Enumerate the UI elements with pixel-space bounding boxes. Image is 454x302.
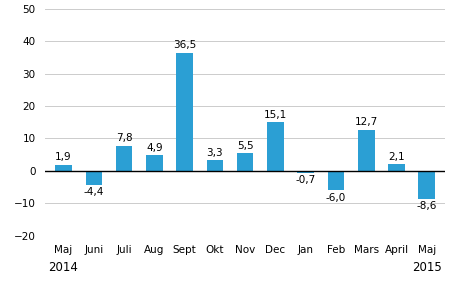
- Bar: [297, 171, 314, 173]
- Text: 7,8: 7,8: [116, 133, 133, 143]
- Bar: [328, 171, 344, 190]
- Bar: [55, 165, 72, 171]
- Bar: [85, 171, 102, 185]
- Text: -0,7: -0,7: [296, 175, 316, 185]
- Bar: [176, 53, 193, 171]
- Bar: [237, 153, 253, 171]
- Bar: [419, 171, 435, 199]
- Bar: [388, 164, 405, 171]
- Bar: [116, 146, 133, 171]
- Text: 36,5: 36,5: [173, 40, 196, 50]
- Bar: [267, 122, 284, 171]
- Text: 2,1: 2,1: [388, 152, 405, 162]
- Text: 3,3: 3,3: [207, 148, 223, 158]
- Text: 12,7: 12,7: [355, 117, 378, 127]
- Text: 4,9: 4,9: [146, 143, 163, 153]
- Text: 5,5: 5,5: [237, 141, 253, 151]
- Text: -4,4: -4,4: [84, 187, 104, 197]
- Bar: [358, 130, 375, 171]
- Bar: [146, 155, 163, 171]
- Text: -8,6: -8,6: [417, 201, 437, 211]
- Text: 1,9: 1,9: [55, 153, 72, 162]
- Bar: [207, 160, 223, 171]
- Text: 2014: 2014: [49, 262, 79, 275]
- Text: -6,0: -6,0: [326, 193, 346, 203]
- Text: 2015: 2015: [412, 262, 442, 275]
- Text: 15,1: 15,1: [264, 110, 287, 120]
